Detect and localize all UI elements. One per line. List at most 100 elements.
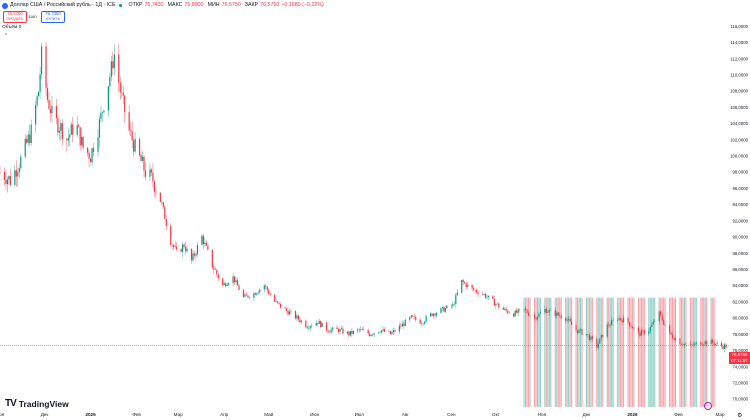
candle [228, 282, 230, 287]
volume-bar [695, 297, 697, 407]
candle [141, 151, 144, 162]
sell-button[interactable]: 76,5750 ПРОДАТЬ [3, 11, 27, 23]
candle [444, 305, 446, 314]
candle [660, 310, 662, 318]
candle [14, 165, 16, 187]
candle [69, 133, 71, 147]
candle [441, 306, 444, 312]
candle [496, 303, 498, 306]
candle [88, 149, 90, 168]
price-axis[interactable]: 116,0000 114,0000 112,0000 110,0000 108,0000… [730, 24, 749, 402]
candle [357, 327, 359, 334]
candle [692, 341, 694, 347]
candle [202, 233, 204, 249]
volume-bar [685, 297, 687, 407]
time-axis[interactable]: Ноя Дек 2025 Фев Мар Апр Май Июн Июл Авг Сен Окт Ноя… [0, 411, 725, 417]
candle [637, 325, 640, 336]
candle [340, 325, 343, 330]
candle [342, 326, 344, 335]
tradingview-logo[interactable]: TV TradingView [5, 398, 69, 409]
candle [668, 323, 671, 335]
candle [328, 330, 331, 333]
candle [36, 94, 38, 108]
volume-bar [565, 297, 567, 407]
time-tick-label: Апр [220, 412, 229, 417]
volume-bar [672, 297, 674, 407]
candle [327, 329, 329, 334]
candle [633, 326, 635, 332]
candle [245, 292, 248, 296]
candle [18, 163, 20, 179]
candle [225, 281, 227, 288]
volume-bar [560, 297, 562, 407]
volume-bar [538, 297, 540, 407]
volume-bar [703, 297, 705, 407]
open-key: ОТКР [128, 2, 143, 8]
candle [495, 303, 497, 309]
candle [57, 114, 59, 137]
candle [171, 243, 173, 250]
price-tick-label: 108,0000 [730, 89, 749, 94]
volume-bar [689, 297, 691, 407]
candle [278, 302, 280, 306]
candle [89, 157, 92, 163]
candle [576, 330, 579, 335]
candle [213, 262, 215, 274]
candle [465, 282, 467, 290]
candle [153, 179, 156, 197]
candle [103, 109, 105, 115]
candle [121, 82, 123, 99]
volume-bar [585, 297, 587, 407]
alert-icon[interactable]: ! [704, 402, 712, 410]
volume-bar [669, 297, 671, 407]
candle [259, 288, 261, 296]
candle [269, 290, 271, 296]
price-tick-label: 82,0000 [732, 299, 748, 304]
candle [182, 241, 184, 257]
candle [585, 333, 588, 336]
volume-legend[interactable]: Объём 0 [2, 25, 21, 30]
candle [630, 322, 632, 328]
candle [486, 293, 488, 301]
candle [207, 243, 209, 251]
volume-bar [566, 297, 568, 407]
candle [112, 51, 114, 76]
price-tick-label: 70,0000 [732, 397, 748, 402]
volume-bar [529, 297, 531, 407]
collapse-legend-icon[interactable]: ⌃ [4, 33, 9, 39]
candle [55, 98, 58, 125]
buy-button[interactable]: 76,7350 КУПИТЬ [41, 11, 65, 23]
candle [285, 306, 288, 313]
candle [703, 343, 705, 348]
candle [134, 131, 136, 154]
price-tick-label: 74,0000 [732, 364, 748, 369]
candle [432, 312, 435, 318]
volume-bar [630, 297, 632, 407]
candle [306, 325, 308, 330]
candle [575, 321, 577, 333]
volume-bar [596, 297, 598, 407]
candle [545, 306, 547, 314]
settings-gear-icon[interactable]: ⚙ [737, 413, 743, 419]
candle [317, 323, 319, 327]
volume-bar [620, 297, 622, 407]
volume-bar [599, 297, 601, 407]
candle [352, 330, 354, 336]
candle [308, 324, 310, 331]
symbol-legend: Доллар США / Российский рубль · 1Д · ICE… [2, 2, 324, 9]
candle [131, 121, 133, 149]
candle [39, 66, 41, 99]
candle [723, 342, 726, 352]
candle [473, 285, 475, 292]
volume-bar [523, 297, 525, 407]
candle [309, 325, 311, 332]
price-tick-label: 84,0000 [732, 283, 748, 288]
volume-bar [710, 297, 712, 407]
symbol-title[interactable]: Доллар США / Российский рубль · 1Д · ICE [10, 2, 116, 8]
tradingview-logo-text: TradingView [18, 398, 69, 409]
volume-bar [658, 297, 660, 407]
volume-bar [587, 297, 589, 407]
price-tick-label: 72,0000 [732, 380, 748, 385]
candle [81, 127, 83, 147]
